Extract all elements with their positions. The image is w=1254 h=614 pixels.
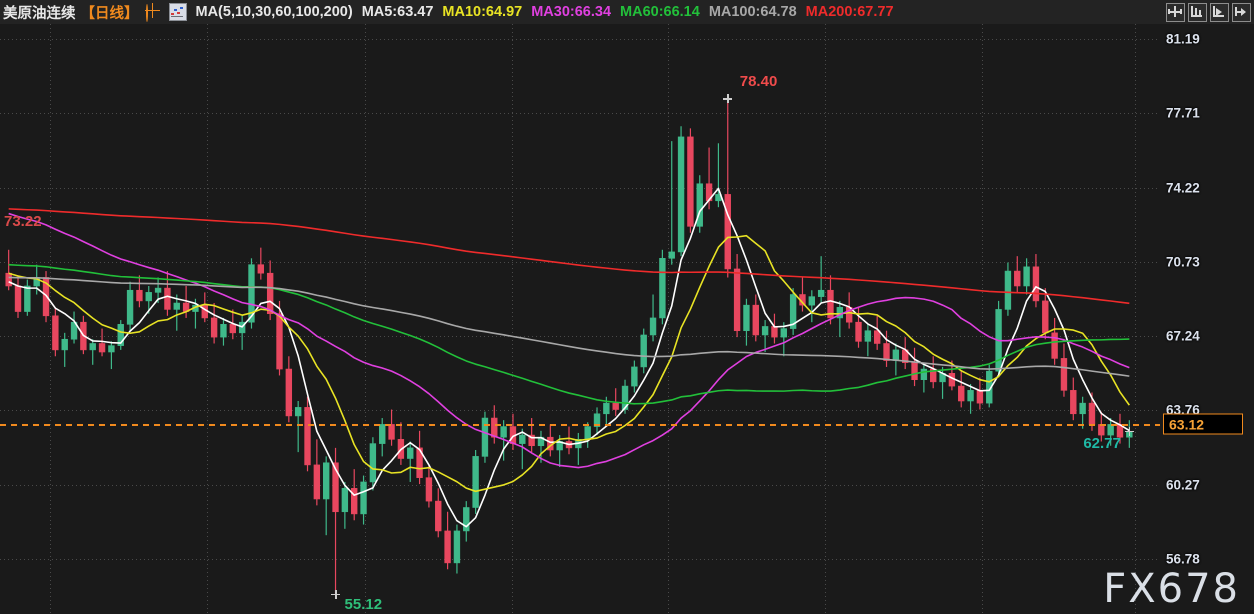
gridline-horizontal bbox=[0, 187, 1160, 189]
price-axis-tick: 56.78 bbox=[1166, 551, 1200, 567]
ma100-value: MA100:64.78 bbox=[708, 4, 797, 20]
ma-config-label: MA(5,10,30,60,100,200) bbox=[195, 4, 353, 20]
price-axis-tick: 77.71 bbox=[1166, 105, 1200, 121]
last-price-marker bbox=[1124, 426, 1134, 436]
gridline-vertical bbox=[512, 24, 513, 614]
last-price-annotation: 62.77 bbox=[1083, 435, 1121, 453]
ma10-value: MA10:64.97 bbox=[442, 4, 523, 20]
period-high-marker bbox=[723, 94, 733, 104]
last-price-line bbox=[0, 424, 1160, 426]
period-label[interactable]: 【日线】 bbox=[80, 5, 139, 22]
period-high-annotation: 78.40 bbox=[739, 72, 778, 90]
gridline-horizontal bbox=[0, 39, 1160, 41]
price-axis-tick: 74.22 bbox=[1166, 180, 1200, 196]
gridline-vertical bbox=[825, 24, 826, 614]
scroll-right-tool-icon[interactable] bbox=[1232, 3, 1251, 22]
gridline-vertical bbox=[365, 24, 366, 614]
gridline-horizontal bbox=[0, 336, 1160, 338]
gridline-horizontal bbox=[0, 410, 1160, 412]
price-axis-tick: 81.19 bbox=[1166, 31, 1200, 47]
price-chart-canvas[interactable]: 73.22 78.40 55.12 62.77 bbox=[0, 24, 1160, 614]
gridline-vertical bbox=[668, 24, 669, 614]
last-price-badge[interactable]: 63.12 bbox=[1163, 413, 1243, 435]
ma200-left-annotation: 73.22 bbox=[4, 212, 42, 230]
chart-toolbar bbox=[1166, 3, 1251, 22]
mini-chart-icon[interactable] bbox=[168, 3, 187, 21]
ma30-value: MA30:66.34 bbox=[531, 4, 612, 20]
gridline-vertical bbox=[50, 24, 51, 614]
zoom-in-tool-icon[interactable] bbox=[1210, 3, 1229, 22]
price-axis-tick: 60.27 bbox=[1166, 477, 1200, 493]
gridline-vertical bbox=[982, 24, 983, 614]
ma60-value: MA60:66.14 bbox=[620, 4, 700, 20]
crosshair-tool-icon[interactable] bbox=[1166, 3, 1185, 22]
gridline-horizontal bbox=[0, 559, 1160, 561]
price-axis[interactable]: 81.19 77.71 74.22 70.73 67.24 63.76 60.27 56.78… bbox=[1160, 24, 1254, 614]
gridline-horizontal bbox=[0, 261, 1160, 263]
gridline-vertical bbox=[207, 24, 208, 614]
watermark: FX678 bbox=[1103, 566, 1240, 612]
ma5-value: MA5:63.47 bbox=[361, 4, 434, 20]
gridline-vertical bbox=[1135, 24, 1136, 614]
price-axis-tick: 67.24 bbox=[1166, 328, 1200, 344]
gridline-horizontal bbox=[0, 113, 1160, 115]
zoom-out-tool-icon[interactable] bbox=[1188, 3, 1207, 22]
period-low-marker bbox=[331, 589, 341, 599]
gridline-horizontal bbox=[0, 484, 1160, 486]
period-low-annotation: 55.12 bbox=[344, 596, 383, 614]
crosshair-circle-icon[interactable] bbox=[145, 3, 161, 22]
chart-header: 美原油连续 【日线】 MA(5,10,30,60,100,200) MA5:63… bbox=[0, 0, 1254, 24]
symbol-label: 美原油连续 bbox=[3, 5, 76, 22]
price-axis-tick: 70.73 bbox=[1166, 254, 1200, 270]
ma200-value: MA200:67.77 bbox=[805, 4, 894, 20]
